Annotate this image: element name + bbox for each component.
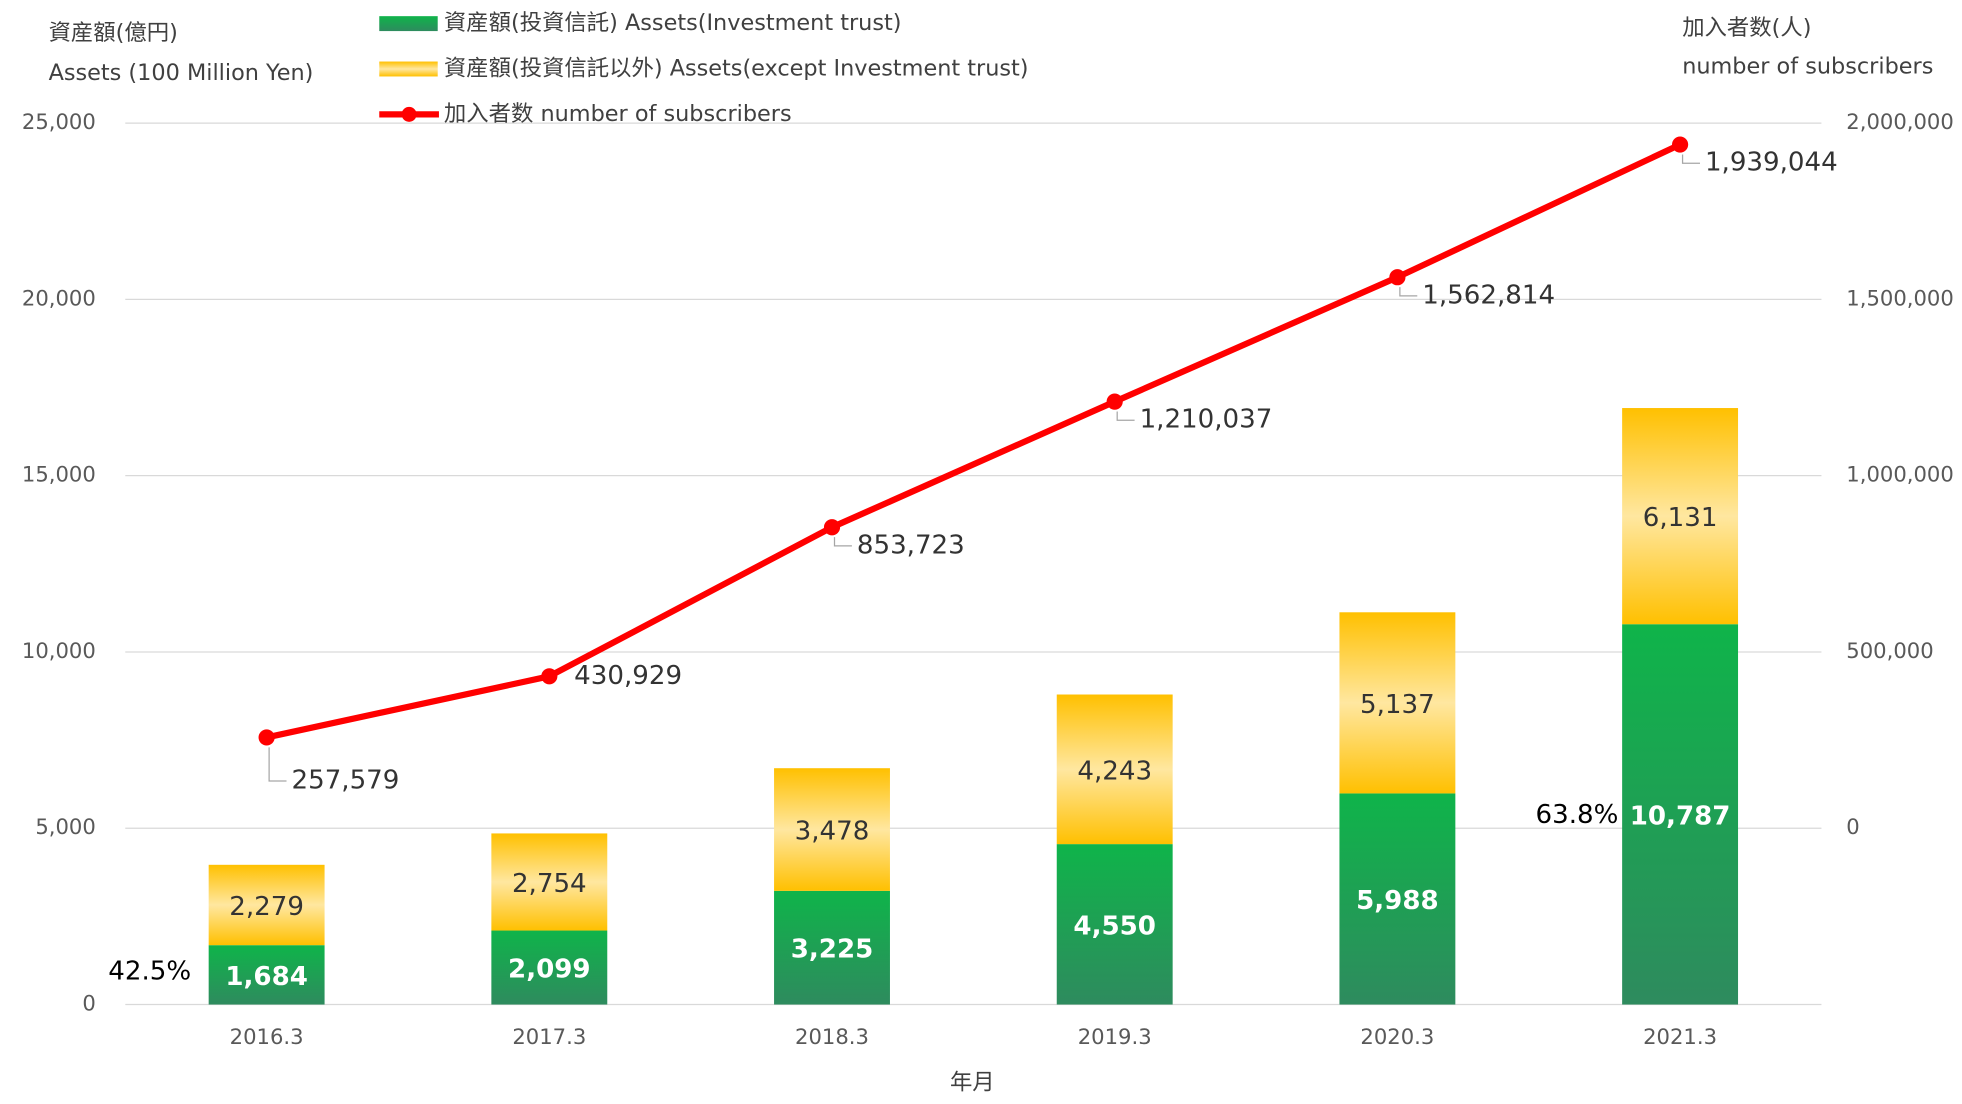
bar-value-label: 5,988 bbox=[1356, 886, 1439, 916]
line-point bbox=[1106, 393, 1123, 410]
bar-value-label: 4,550 bbox=[1073, 911, 1156, 941]
x-tick-label: 2020.3 bbox=[1360, 1024, 1434, 1049]
y-tick-label: 15,000 bbox=[22, 462, 96, 487]
y-tick-label: 20,000 bbox=[22, 285, 96, 310]
bar-value-label: 1,684 bbox=[225, 962, 308, 992]
y2-tick-label: 500,000 bbox=[1846, 638, 1933, 663]
legend-swatch bbox=[379, 61, 438, 77]
bar-segment bbox=[1622, 408, 1739, 625]
y-axis-title: Assets (100 Million Yen) bbox=[49, 60, 314, 86]
bar-segment bbox=[208, 945, 325, 1005]
x-tick-label: 2017.3 bbox=[512, 1024, 586, 1049]
legend-label: 資産額(投資信託) Assets(Investment trust) bbox=[444, 10, 902, 36]
bar-segment bbox=[491, 930, 608, 1005]
bar-segment bbox=[1056, 844, 1173, 1005]
bar-value-label: 3,225 bbox=[791, 935, 874, 965]
y-tick-label: 5,000 bbox=[35, 814, 95, 839]
x-tick-label: 2018.3 bbox=[795, 1024, 869, 1049]
leader-line bbox=[833, 537, 852, 547]
y2-tick-label: 0 bbox=[1846, 814, 1859, 839]
leader-line bbox=[268, 747, 287, 782]
y2-tick-label: 1,000,000 bbox=[1846, 462, 1954, 487]
leader-line bbox=[1681, 154, 1700, 164]
y-tick-label: 25,000 bbox=[22, 109, 96, 134]
bar-value-label: 4,243 bbox=[1077, 756, 1152, 786]
bar-value-label: 6,131 bbox=[1643, 503, 1718, 533]
bar-value-label: 5,137 bbox=[1360, 690, 1435, 720]
line-point bbox=[1672, 136, 1689, 153]
line-value-label: 853,723 bbox=[857, 530, 965, 560]
line-value-label: 1,210,037 bbox=[1140, 405, 1273, 435]
line-point bbox=[541, 668, 558, 685]
bar-segment bbox=[1339, 612, 1456, 794]
line bbox=[265, 141, 1682, 741]
y2-tick-label: 1,500,000 bbox=[1846, 285, 1954, 310]
bar-segment bbox=[1339, 793, 1456, 1005]
bar-value-label: 10,787 bbox=[1630, 801, 1731, 831]
leader-line bbox=[1116, 411, 1135, 421]
legend-swatch bbox=[379, 16, 438, 32]
x-tick-label: 2019.3 bbox=[1078, 1024, 1152, 1049]
bar-segment bbox=[491, 833, 608, 931]
bar-value-label: 2,099 bbox=[508, 955, 591, 985]
line-value-label: 430,929 bbox=[574, 661, 682, 691]
y-tick-label: 0 bbox=[82, 991, 95, 1016]
y2-axis-title: number of subscribers bbox=[1682, 54, 1933, 80]
line-point bbox=[823, 519, 841, 536]
x-tick-label: 2016.3 bbox=[230, 1024, 304, 1049]
y2-tick-label: 2,000,000 bbox=[1846, 109, 1954, 134]
bar-segment bbox=[774, 890, 890, 1005]
annotation: 42.5% bbox=[108, 957, 191, 987]
y2-axis-title: 加入者数(人) bbox=[1682, 15, 1811, 41]
bar-segment bbox=[774, 768, 890, 891]
y-axis-title: 資産額(億円) bbox=[49, 20, 178, 46]
leader-line bbox=[1399, 287, 1418, 297]
bar-value-label: 2,279 bbox=[229, 892, 304, 922]
legend-label: 資産額(投資信託以外) Assets(except Investment tru… bbox=[444, 56, 1029, 82]
x-tick-label: 2021.3 bbox=[1643, 1024, 1717, 1049]
legend-swatch bbox=[401, 106, 417, 122]
x-axis-title: 年月 bbox=[950, 1069, 995, 1095]
line-value-label: 257,579 bbox=[291, 765, 399, 795]
legend-label: 加入者数 number of subscribers bbox=[444, 101, 792, 127]
bar-segment bbox=[1622, 624, 1739, 1005]
y-tick-label: 10,000 bbox=[22, 638, 96, 663]
bar-segment bbox=[1056, 694, 1173, 845]
line-value-label: 1,939,044 bbox=[1705, 148, 1838, 178]
bar-segment bbox=[208, 864, 325, 946]
line-value-label: 1,562,814 bbox=[1422, 280, 1555, 310]
annotation: 63.8% bbox=[1535, 800, 1618, 830]
line-point bbox=[1389, 269, 1406, 286]
line-point bbox=[258, 729, 275, 746]
bar-value-label: 2,754 bbox=[512, 869, 587, 899]
bar-value-label: 3,478 bbox=[795, 817, 870, 847]
